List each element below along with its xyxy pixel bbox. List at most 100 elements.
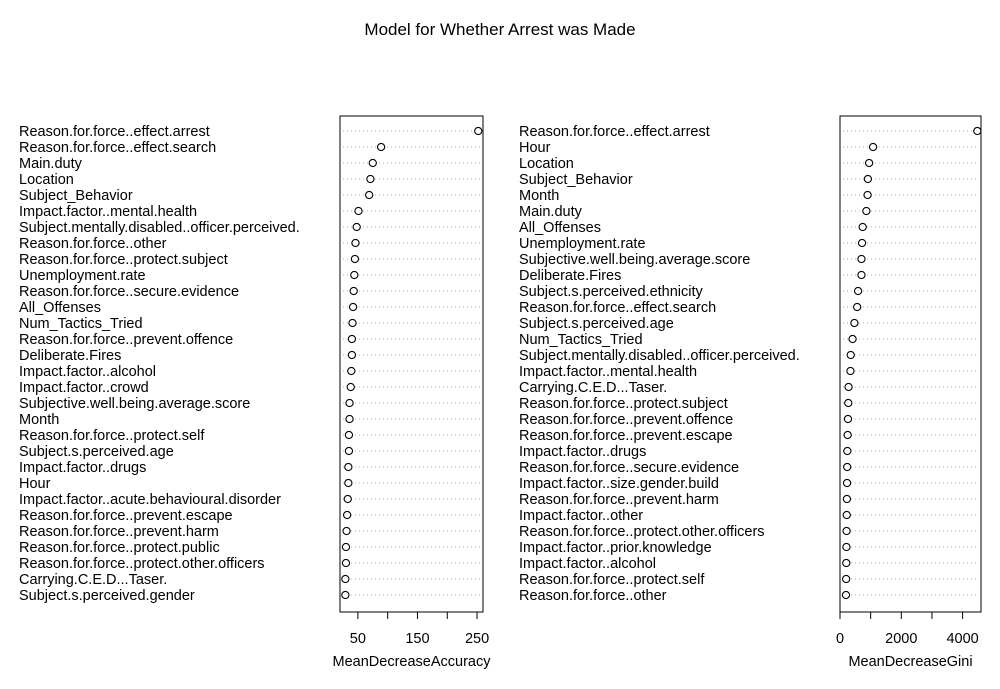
accuracy-point: [341, 574, 350, 584]
accuracy-row-label: Subject.s.perceived.age: [19, 444, 174, 460]
accuracy-point: [342, 510, 352, 520]
accuracy-point: [366, 174, 375, 184]
accuracy-point: [344, 446, 354, 456]
gini-point: [857, 270, 866, 280]
accuracy-row-label: Carrying.C.E.D...Taser.: [19, 572, 167, 588]
accuracy-row-label: Subjective.well.being.average.score: [19, 396, 250, 412]
gini-row-label: Reason.for.force..prevent.escape: [519, 428, 733, 444]
accuracy-point: [344, 430, 354, 440]
accuracy-point: [352, 222, 361, 232]
gini-row-label: Impact.factor..mental.health: [519, 364, 697, 380]
gini-row-label: Reason.for.force..protect.other.officers: [519, 524, 765, 540]
gini-point: [973, 126, 982, 136]
gini-panel: Reason.for.force..effect.arrestHourLocat…: [519, 115, 982, 670]
accuracy-row-label: Num_Tactics_Tried: [19, 316, 143, 332]
accuracy-point: [351, 238, 360, 248]
accuracy-row-label: Month: [19, 412, 59, 428]
gini-row-label: Reason.for.force..secure.evidence: [519, 460, 739, 476]
accuracy-row-label: All_Offenses: [19, 300, 101, 316]
gini-row-label: Num_Tactics_Tried: [519, 332, 643, 348]
accuracy-x-tick-label: 50: [350, 631, 366, 647]
gini-row-label: Subject.s.perceived.age: [519, 316, 674, 332]
gini-row-label: Unemployment.rate: [519, 236, 646, 252]
accuracy-row-label: Impact.factor..alcohol: [19, 364, 156, 380]
accuracy-point: [345, 398, 354, 408]
accuracy-row-label: Impact.factor..mental.health: [19, 204, 197, 220]
accuracy-point: [349, 286, 358, 296]
gini-row-label: Reason.for.force..effect.arrest: [519, 124, 710, 140]
gini-point: [850, 318, 859, 328]
gini-point: [863, 174, 873, 184]
accuracy-row-label: Reason.for.force..prevent.offence: [19, 332, 233, 348]
gini-row-label: Subject.s.perceived.ethnicity: [519, 284, 704, 300]
gini-point: [844, 382, 853, 392]
accuracy-point: [348, 302, 358, 312]
accuracy-point: [343, 494, 352, 504]
accuracy-plot-frame: [339, 115, 484, 613]
accuracy-row-label: Reason.for.force..prevent.harm: [19, 524, 219, 540]
gini-row-label: Reason.for.force..protect.subject: [519, 396, 728, 412]
accuracy-row-label: Deliberate.Fires: [19, 348, 121, 364]
gini-point: [857, 238, 867, 248]
accuracy-x-axis-label: MeanDecreaseAccuracy: [333, 654, 492, 670]
accuracy-point: [348, 318, 357, 328]
gini-point: [853, 286, 863, 296]
gini-row-label: Carrying.C.E.D...Taser.: [519, 380, 667, 396]
accuracy-point: [347, 366, 356, 376]
accuracy-point: [341, 558, 351, 568]
gini-row-label: Reason.for.force..protect.self: [519, 572, 705, 588]
gini-point: [857, 254, 866, 264]
accuracy-x-tick-label: 150: [405, 631, 429, 647]
accuracy-row-label: Reason.for.force..protect.public: [19, 540, 220, 556]
accuracy-row-label: Reason.for.force..other: [19, 236, 167, 252]
gini-row-label: Impact.factor..other: [519, 508, 643, 524]
gini-row-label: Reason.for.force..prevent.offence: [519, 412, 733, 428]
accuracy-row-label: Reason.for.force..protect.self: [19, 428, 205, 444]
gini-row-label: Month: [519, 188, 559, 204]
gini-point: [858, 222, 867, 232]
accuracy-point: [368, 158, 377, 168]
gini-row-label: Reason.for.force..other: [519, 588, 667, 604]
gini-x-axis-label: MeanDecreaseGini: [848, 654, 972, 670]
gini-point: [841, 590, 851, 600]
gini-point: [842, 494, 852, 504]
accuracy-point: [347, 334, 357, 344]
gini-point: [853, 302, 862, 312]
gini-plot-frame: [839, 115, 982, 613]
accuracy-panel: Reason.for.force..effect.arrestReason.fo…: [19, 115, 492, 670]
accuracy-row-label: Subject.s.perceived.gender: [19, 588, 195, 604]
gini-row-label: Hour: [519, 140, 551, 156]
accuracy-row-label: Impact.factor..crowd: [19, 380, 149, 396]
gini-point: [843, 446, 852, 456]
accuracy-point: [376, 142, 386, 152]
gini-point: [863, 190, 872, 200]
gini-x-tick-label: 0: [836, 631, 844, 647]
gini-point: [864, 158, 874, 168]
gini-point: [862, 206, 871, 216]
accuracy-point: [365, 190, 374, 200]
gini-point: [841, 574, 851, 584]
gini-row-label: Impact.factor..alcohol: [519, 556, 656, 572]
gini-point: [842, 526, 851, 536]
accuracy-point: [350, 254, 360, 264]
accuracy-point: [344, 462, 353, 472]
accuracy-row-label: Reason.for.force..protect.other.officers: [19, 556, 265, 572]
accuracy-point: [344, 478, 353, 488]
gini-point: [842, 558, 851, 568]
accuracy-point: [474, 126, 483, 136]
gini-row-label: Impact.factor..size.gender.build: [519, 476, 719, 492]
gini-row-label: Impact.factor..drugs: [519, 444, 646, 460]
gini-row-label: Subject_Behavior: [519, 172, 633, 188]
gini-row-label: Subjective.well.being.average.score: [519, 252, 750, 268]
gini-row-label: Main.duty: [519, 204, 583, 220]
accuracy-x-tick-label: 250: [465, 631, 489, 647]
chart-title: Model for Whether Arrest was Made: [364, 20, 635, 39]
gini-point: [846, 366, 855, 376]
gini-row-label: Subject.mentally.disabled..officer.perce…: [519, 348, 800, 364]
gini-point: [843, 414, 853, 424]
accuracy-point: [354, 206, 363, 216]
accuracy-point: [341, 542, 351, 552]
gini-row-label: Location: [519, 156, 574, 172]
accuracy-point: [342, 526, 351, 536]
accuracy-row-label: Subject_Behavior: [19, 188, 133, 204]
